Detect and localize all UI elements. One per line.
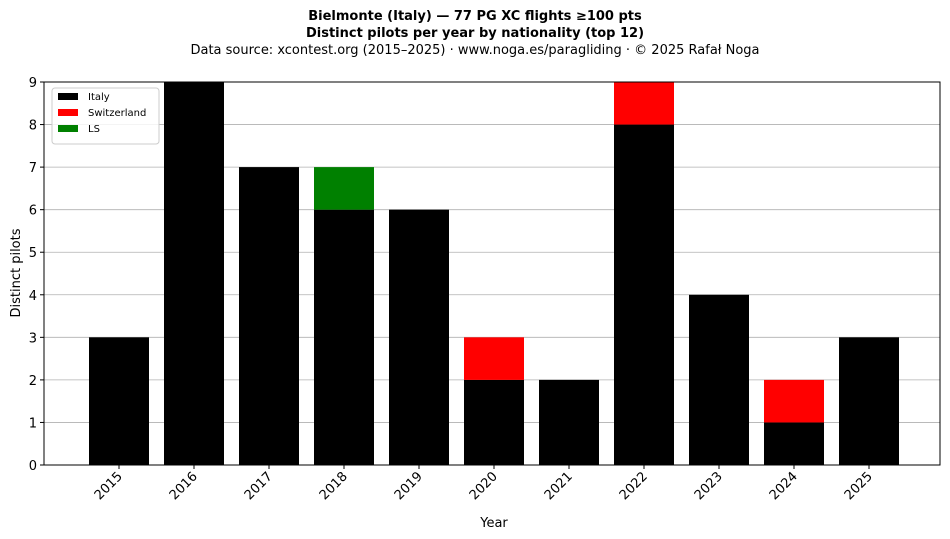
bar-segment <box>314 209 374 465</box>
x-tick-label: 2017 <box>242 469 276 503</box>
x-tick-label: 2020 <box>467 469 501 503</box>
y-tick-label: 4 <box>29 289 37 304</box>
x-tick-label: 2022 <box>617 469 651 503</box>
bar-segment <box>614 124 674 466</box>
y-tick-label: 9 <box>29 76 37 91</box>
y-tick-label: 0 <box>29 459 37 474</box>
legend-swatch <box>58 125 78 132</box>
x-tick-label: 2024 <box>767 469 801 503</box>
bar-segment <box>764 379 824 423</box>
bar-segment <box>764 422 824 465</box>
legend-label: Switzerland <box>88 108 146 119</box>
x-axis-label: Year <box>479 516 508 531</box>
y-tick-label: 2 <box>29 374 37 389</box>
chart-subtitle: Data source: xcontest.org (2015–2025) · … <box>190 43 760 58</box>
legend: Italy Switzerland LS <box>51 87 160 145</box>
bar-segment <box>614 82 674 125</box>
bar-segment <box>464 337 524 380</box>
bar-segment <box>539 379 599 465</box>
y-axis-label: Distinct pilots <box>9 228 24 317</box>
x-tick-label: 2016 <box>167 469 201 503</box>
chart-title-line-2: Distinct pilots per year by nationality … <box>305 26 645 41</box>
y-tick-label: 8 <box>29 119 37 134</box>
bar-segment <box>164 82 224 465</box>
chart-title-line-1: Bielmonte (Italy) — 77 PG XC flights ≥10… <box>308 9 642 24</box>
x-tick-label: 2019 <box>392 469 426 503</box>
y-tick-label: 7 <box>29 161 37 176</box>
bars <box>89 82 899 466</box>
x-tick-label: 2018 <box>317 469 351 503</box>
chart-title-block: Bielmonte (Italy) — 77 PG XC flights ≥10… <box>0 8 950 59</box>
x-tick-label: 2025 <box>842 469 876 503</box>
bar-segment <box>314 167 374 210</box>
bar-segment <box>389 209 449 465</box>
x-tick-label: 2021 <box>542 469 576 503</box>
bar-segment <box>839 337 899 465</box>
bar-segment <box>239 167 299 465</box>
bar-segment <box>89 337 149 465</box>
x-tick-label: 2015 <box>92 469 126 503</box>
y-tick-label: 6 <box>29 204 37 219</box>
legend-box <box>51 87 160 145</box>
legend-swatch <box>58 109 78 116</box>
plot-frame <box>43 81 941 466</box>
y-tick-label: 5 <box>29 246 37 261</box>
y-tick-label: 3 <box>29 331 37 346</box>
y-tick-label: 1 <box>29 416 37 431</box>
legend-label: Italy <box>88 92 110 103</box>
bar-segment <box>689 294 749 465</box>
legend-swatch <box>58 93 78 100</box>
x-tick-label: 2023 <box>692 469 726 503</box>
bar-segment <box>464 379 524 465</box>
legend-label: LS <box>88 124 100 135</box>
